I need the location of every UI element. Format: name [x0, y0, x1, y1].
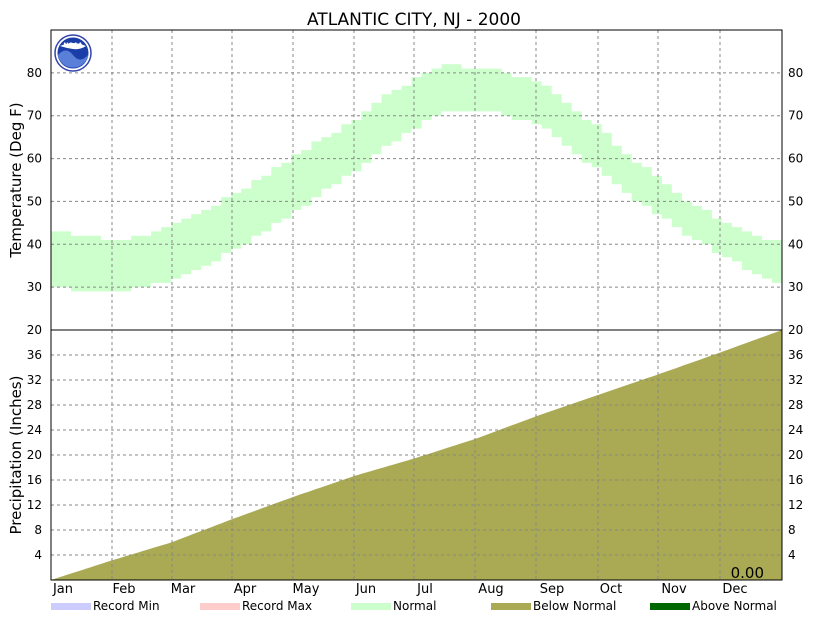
month-label: Dec — [722, 582, 747, 597]
precipitation-top-tick-right: 20 — [788, 323, 803, 337]
month-label: Apr — [234, 582, 257, 597]
legend-swatch — [200, 603, 240, 610]
precipitation-ytick-label-right: 8 — [788, 523, 796, 537]
temperature-ytick-label-right: 40 — [788, 237, 803, 251]
precipitation-ytick-label-right: 4 — [788, 548, 796, 562]
noaa-logo: NOAA — [54, 34, 92, 72]
precipitation-ytick-label-right: 12 — [788, 498, 803, 512]
legend-swatch — [491, 603, 531, 610]
precipitation-ytick-label-left: 12 — [27, 498, 42, 512]
temperature-ytick-label-right: 80 — [788, 66, 803, 80]
month-label: Jan — [52, 582, 73, 597]
noaa-logo-text: NOAA — [63, 42, 83, 49]
chart-title: ATLANTIC CITY, NJ - 2000 — [307, 10, 521, 30]
below-normal-precipitation-area — [51, 330, 782, 580]
legend-label: Normal — [393, 599, 436, 613]
month-label: Sep — [540, 582, 565, 597]
legend-label: Below Normal — [533, 599, 616, 613]
precipitation-ytick-label-left: 36 — [27, 348, 42, 362]
temperature-ytick-label-right: 70 — [788, 109, 803, 123]
temperature-ytick-label-right: 30 — [788, 280, 803, 294]
legend-label: Record Min — [93, 599, 160, 613]
month-label: Mar — [171, 582, 196, 597]
temperature-ytick-label-left: 60 — [27, 152, 42, 166]
temperature-ytick-label-right: 50 — [788, 194, 803, 208]
month-label: Jun — [355, 582, 376, 597]
legend-label: Record Max — [242, 599, 312, 613]
precipitation-ytick-label-left: 4 — [34, 548, 42, 562]
month-label: Jul — [416, 582, 433, 597]
precipitation-ytick-label-left: 32 — [27, 373, 42, 387]
temperature-ylabel: Temperature (Deg F) — [7, 102, 25, 258]
legend-swatch — [650, 603, 690, 610]
month-label: Oct — [600, 582, 622, 597]
precipitation-plot-frame — [50, 329, 783, 581]
temperature-ytick-label-right: 60 — [788, 152, 803, 166]
temperature-ytick-label-left: 70 — [27, 109, 42, 123]
precipitation-ytick-label-right: 20 — [788, 448, 803, 462]
precipitation-ytick-label-left: 16 — [27, 473, 42, 487]
precipitation-ytick-label-right: 24 — [788, 423, 803, 437]
temperature-bottom-tick-left: 20 — [27, 323, 42, 337]
temperature-ytick-label-left: 30 — [27, 280, 42, 294]
temperature-ytick-label-left: 40 — [27, 237, 42, 251]
month-label: Nov — [661, 582, 687, 597]
normal-temperature-band — [51, 64, 782, 292]
legend-label: Above Normal — [692, 599, 777, 613]
precipitation-ytick-label-left: 8 — [34, 523, 42, 537]
month-label: Aug — [478, 582, 503, 597]
temperature-ytick-label-left: 50 — [27, 194, 42, 208]
counter-label: 0.00 — [731, 564, 764, 582]
temperature-panel: 30 30 40 40 50 50 60 60 70 70 80 80 Temperature (Deg… — [7, 29, 803, 331]
precipitation-ytick-label-right: 28 — [788, 398, 803, 412]
legend-swatch — [351, 603, 391, 610]
month-label: Feb — [112, 582, 135, 597]
precipitation-ytick-label-right: 36 — [788, 348, 803, 362]
precipitation-ytick-label-left: 20 — [27, 448, 42, 462]
legend: Record Min Record Max Normal Below Normal Ab… — [51, 599, 777, 613]
precipitation-ytick-label-right: 32 — [788, 373, 803, 387]
precipitation-ytick-label-right: 16 — [788, 473, 803, 487]
precipitation-ylabel: Precipitation (Inches) — [7, 376, 25, 535]
temperature-plot-frame — [50, 29, 783, 331]
month-label: May — [293, 582, 320, 597]
precipitation-ytick-label-left: 24 — [27, 423, 42, 437]
precipitation-ytick-label-left: 28 — [27, 398, 42, 412]
temperature-ytick-label-left: 80 — [27, 66, 42, 80]
legend-swatch — [51, 603, 91, 610]
